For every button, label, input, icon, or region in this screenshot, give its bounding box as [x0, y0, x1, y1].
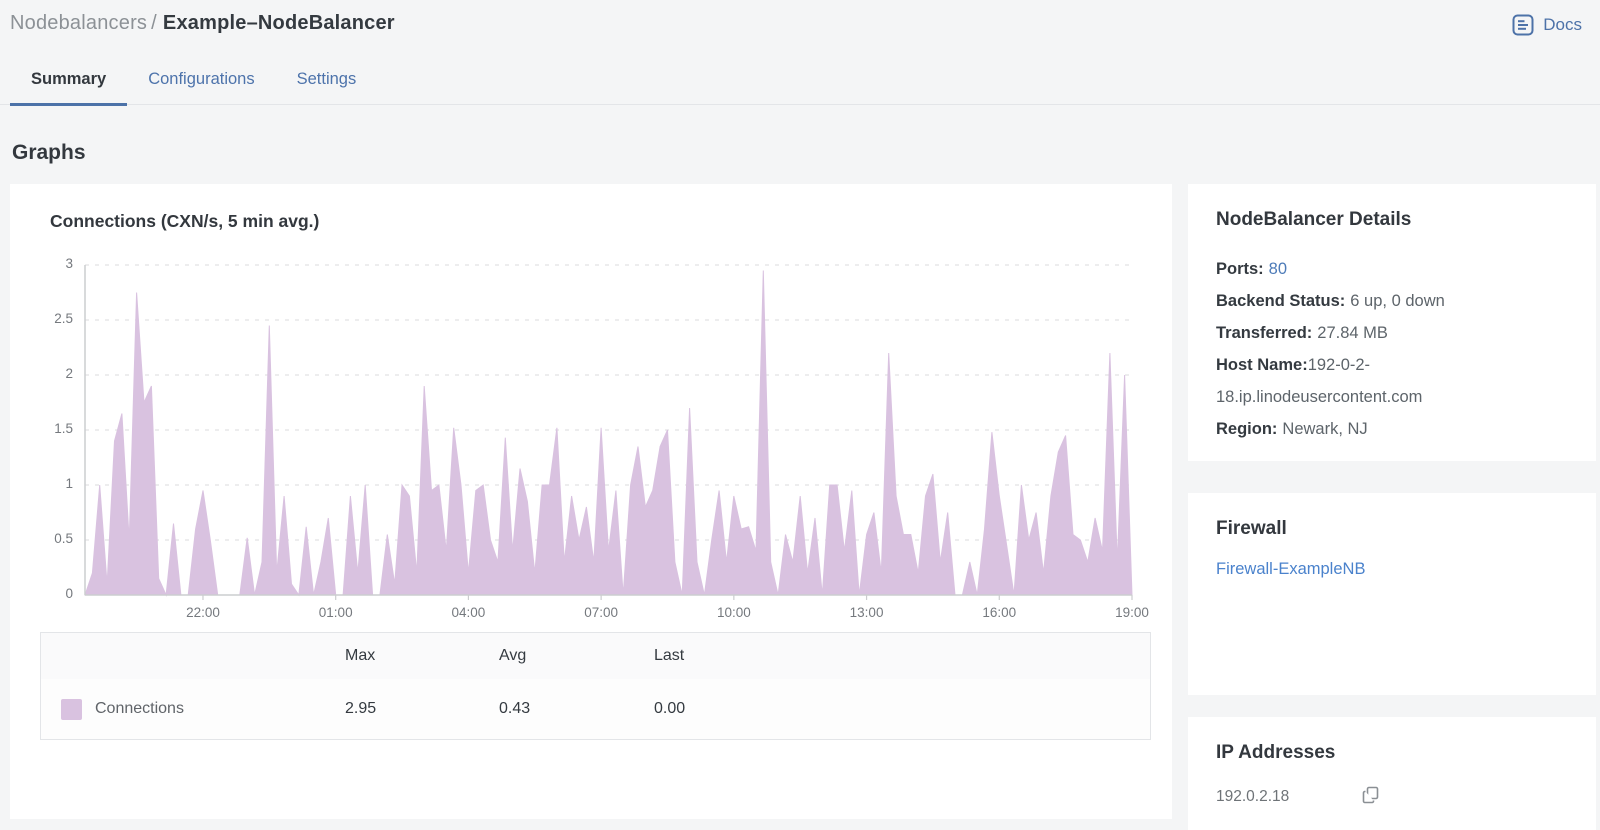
tab-configurations[interactable]: Configurations [127, 60, 275, 104]
connections-area-chart: 0 0.5 1 1.5 2 2.5 3 22:00 01:00 04:00 07:00 10:00 13… [54, 256, 1149, 620]
tab-summary[interactable]: Summary [10, 60, 128, 106]
ip-address-row: 192.0.2.18 [1216, 786, 1568, 807]
x-axis-tick-label: 10:00 [716, 605, 751, 620]
breadcrumb: Nodebalancers / Example–NodeBalancer [10, 12, 395, 35]
x-axis-tick-label: 16:00 [982, 605, 1017, 620]
x-axis-tick-label: 04:00 [451, 605, 486, 620]
ip-address-value: 192.0.2.18 [1216, 787, 1290, 805]
backend-status-value: 6 up, 0 down [1350, 292, 1445, 310]
breadcrumb-separator: / [151, 12, 157, 34]
ip-addresses-card: IP Addresses 192.0.2.18 [1188, 717, 1596, 830]
nodebalancer-details-card: NodeBalancer Details Ports: 80 Backend St… [1188, 184, 1596, 461]
region-label: Region: [1216, 420, 1278, 438]
details-card-title: NodeBalancer Details [1216, 209, 1412, 230]
firewall-card: Firewall Firewall-ExampleNB [1188, 493, 1596, 695]
copy-icon [1362, 786, 1380, 807]
docs-label: Docs [1543, 15, 1582, 34]
firewall-card-title: Firewall [1216, 518, 1287, 539]
detail-row-region: Region: Newark, NJ [1216, 413, 1568, 445]
y-axis-tick-label: 1 [65, 476, 73, 491]
y-axis-tick-label: 0 [65, 586, 73, 601]
host-name-label: Host Name: [1216, 356, 1308, 374]
graphs-section-title: Graphs [12, 141, 86, 164]
host-name-value: 192-0-2-18.ip.linodeusercontent.com [1216, 356, 1423, 406]
chart-title: Connections (CXN/s, 5 min avg.) [50, 211, 320, 231]
x-axis-tick-label: 07:00 [584, 605, 619, 620]
x-axis-tick-label: 22:00 [186, 605, 220, 620]
breadcrumb-nodebalancers-link[interactable]: Nodebalancers [10, 12, 148, 34]
x-axis-tick-label: 13:00 [849, 605, 884, 620]
legend-avg-value: 0.43 [499, 700, 531, 717]
chart-canvas [84, 264, 1133, 600]
backend-status-label: Backend Status: [1216, 292, 1346, 310]
x-axis-tick-label: 01:00 [318, 605, 353, 620]
docs-link[interactable]: Docs [1512, 14, 1584, 36]
legend-table: Max Avg Last Connections 2.95 0.43 0.00 [40, 632, 1151, 740]
y-axis-tick-label: 0.5 [54, 531, 73, 546]
connections-graph-card: Connections (CXN/s, 5 min avg.) 0 0.5 1 1.5… [10, 184, 1172, 819]
legend-col-last: Last [654, 647, 685, 664]
y-axis-tick-label: 2.5 [54, 311, 73, 326]
ip-card-title: IP Addresses [1216, 742, 1336, 763]
port-80-link[interactable]: 80 [1268, 260, 1288, 278]
legend-data-row: Connections 2.95 0.43 0.00 [41, 679, 1150, 739]
detail-row-host-name: Host Name:192-0-2-18.ip.linodeuserconten… [1216, 349, 1568, 413]
tab-settings[interactable]: Settings [276, 60, 378, 104]
ports-label: Ports: [1216, 260, 1264, 278]
tab-bar: Summary Configurations Settings [0, 60, 1600, 106]
legend-col-avg: Avg [499, 647, 527, 664]
y-axis-tick-label: 2 [65, 366, 73, 381]
x-axis-tick-label: 19:00 [1115, 605, 1149, 620]
firewall-examplenb-link[interactable]: Firewall-ExampleNB [1216, 560, 1366, 578]
page-header: Nodebalancers / Example–NodeBalancer Docs [0, 0, 1600, 36]
region-value: Newark, NJ [1282, 420, 1368, 438]
legend-last-value: 0.00 [654, 700, 686, 717]
page-title: Example–NodeBalancer [162, 12, 395, 34]
connections-swatch [61, 698, 82, 720]
content-area: Connections (CXN/s, 5 min avg.) 0 0.5 1 1.5… [0, 184, 1600, 830]
sidebar: NodeBalancer Details Ports: 80 Backend St… [1188, 184, 1596, 830]
detail-row-transferred: Transferred: 27.84 MB [1216, 317, 1568, 349]
detail-row-backend-status: Backend Status: 6 up, 0 down [1216, 285, 1568, 317]
transferred-value: 27.84 MB [1317, 324, 1388, 342]
y-axis-tick-label: 3 [65, 256, 73, 271]
copy-ip-button[interactable] [1362, 786, 1380, 807]
transferred-label: Transferred: [1216, 324, 1313, 342]
detail-row-ports: Ports: 80 [1216, 253, 1568, 285]
legend-col-max: Max [345, 647, 376, 664]
legend-header-row: Max Avg Last [41, 633, 1150, 679]
legend-max-value: 2.95 [345, 700, 377, 717]
legend-series-label: Connections [95, 700, 184, 717]
y-axis-tick-label: 1.5 [54, 421, 73, 436]
docs-icon [1512, 14, 1534, 36]
